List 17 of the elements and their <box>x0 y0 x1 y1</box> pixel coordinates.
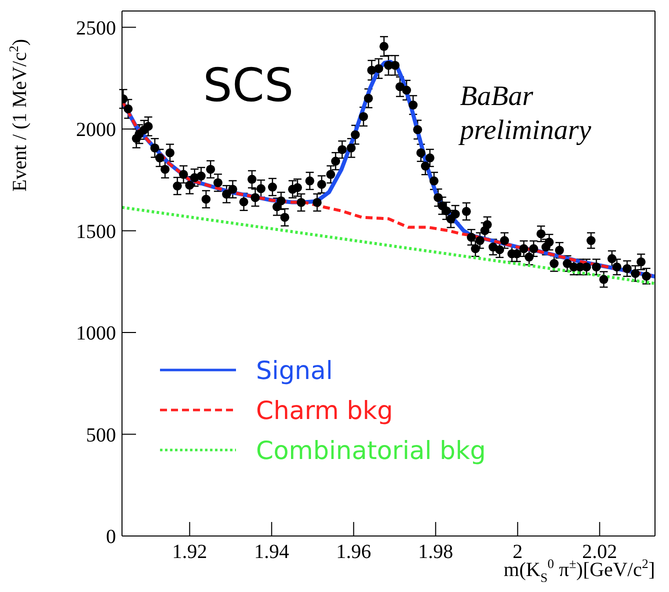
y-tick-label: 0 <box>106 526 116 548</box>
y-tick-label: 2500 <box>76 17 116 40</box>
annotation: SCS <box>203 58 294 112</box>
y-tick-label: 2000 <box>76 119 116 142</box>
x-tick-label: 1.94 <box>254 541 290 564</box>
y-tick-label: 500 <box>86 424 116 446</box>
x-tick-label: 1.92 <box>172 541 208 564</box>
legend-label: Combinatorial bkg <box>256 436 486 464</box>
annotation: BaBar preliminary <box>460 80 592 148</box>
legend-label: Signal <box>256 356 333 384</box>
x-tick-label: 2.02 <box>582 541 618 564</box>
legend-label: Charm bkg <box>256 396 393 424</box>
y-tick-label: 1500 <box>76 220 116 243</box>
y-tick-label: 1000 <box>76 322 116 345</box>
x-tick-label: 2 <box>512 541 523 564</box>
x-tick-label: 1.98 <box>418 541 454 564</box>
x-tick-label: 1.96 <box>336 541 372 564</box>
